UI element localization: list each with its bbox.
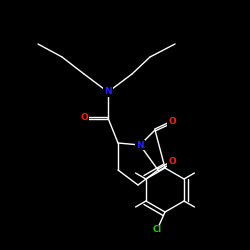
- Text: O: O: [168, 118, 176, 126]
- Text: N: N: [104, 88, 112, 96]
- Text: O: O: [168, 158, 176, 166]
- Text: N: N: [136, 140, 144, 149]
- Text: Cl: Cl: [152, 226, 162, 234]
- Text: O: O: [80, 114, 88, 122]
